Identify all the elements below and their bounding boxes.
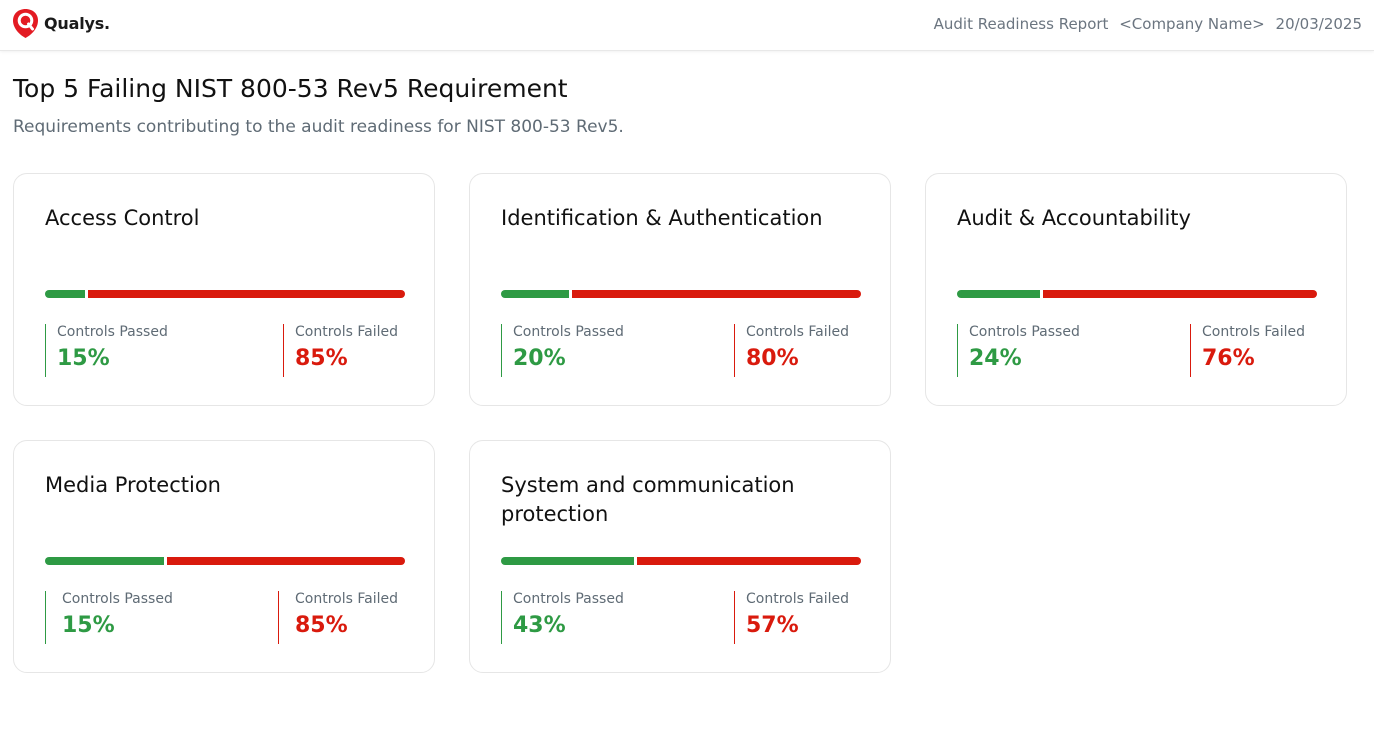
failed-stat: Controls Failed 85% (283, 324, 398, 377)
card-title: Identification & Authentication (501, 206, 823, 230)
passed-label: Controls Passed (969, 324, 1080, 340)
passed-stat: Controls Passed 43% (501, 591, 624, 644)
pass-fail-bar (45, 290, 405, 298)
passed-label: Controls Passed (57, 324, 168, 340)
passed-segment (501, 557, 634, 565)
passed-label: Controls Passed (513, 324, 624, 340)
passed-value: 24% (969, 346, 1022, 371)
requirement-card: Audit & Accountability Controls Passed 2… (925, 173, 1347, 406)
requirement-card: Media Protection Controls Passed 15% Con… (13, 440, 435, 673)
failed-stat: Controls Failed 76% (1190, 324, 1305, 377)
logo-text: Qualys. (44, 14, 110, 33)
passed-stat: Controls Passed 15% (45, 324, 168, 377)
card-title: Access Control (45, 206, 200, 230)
page-subtitle: Requirements contributing to the audit r… (13, 117, 624, 137)
requirement-card: Access Control Controls Passed 15% Contr… (13, 173, 435, 406)
failed-value: 57% (746, 613, 799, 638)
qualys-logo: Qualys. (12, 8, 110, 39)
passed-stat: Controls Passed 20% (501, 324, 624, 377)
passed-segment (957, 290, 1040, 298)
failed-segment (637, 557, 861, 565)
passed-segment (45, 557, 164, 565)
requirement-card: System and communication protection Cont… (469, 440, 891, 673)
qualys-shield-icon (13, 9, 38, 38)
card-title: Audit & Accountability (957, 206, 1191, 230)
card-title: Media Protection (45, 473, 221, 497)
failed-stat: Controls Failed 85% (278, 591, 398, 644)
failed-segment (88, 290, 405, 298)
page-title: Top 5 Failing NIST 800-53 Rev5 Requireme… (13, 74, 568, 103)
passed-segment (45, 290, 85, 298)
card-title: System and communication protection (501, 473, 795, 526)
passed-value: 15% (62, 613, 115, 638)
failed-value: 76% (1202, 346, 1255, 371)
failed-label: Controls Failed (746, 591, 849, 607)
passed-stat: Controls Passed 24% (957, 324, 1080, 377)
passed-value: 15% (57, 346, 110, 371)
report-date: 20/03/2025 (1275, 15, 1362, 33)
report-title: Audit Readiness Report (933, 15, 1109, 33)
company-name: <Company Name> (1119, 15, 1265, 33)
pass-fail-bar (501, 290, 861, 298)
failed-value: 80% (746, 346, 799, 371)
failed-value: 85% (295, 613, 348, 638)
pass-fail-bar (501, 557, 861, 565)
requirement-card: Identification & Authentication Controls… (469, 173, 891, 406)
passed-label: Controls Passed (62, 591, 173, 607)
passed-value: 43% (513, 613, 566, 638)
passed-label: Controls Passed (513, 591, 624, 607)
report-header: Qualys. Audit Readiness Report <Company … (0, 0, 1374, 51)
failed-segment (1043, 290, 1317, 298)
pass-fail-bar (45, 557, 405, 565)
failed-label: Controls Failed (746, 324, 849, 340)
failed-segment (572, 290, 861, 298)
failed-label: Controls Failed (1202, 324, 1305, 340)
pass-fail-bar (957, 290, 1317, 298)
failed-stat: Controls Failed 80% (734, 324, 849, 377)
passed-segment (501, 290, 569, 298)
passed-stat: Controls Passed 15% (45, 591, 173, 644)
failed-label: Controls Failed (295, 324, 398, 340)
report-meta: Audit Readiness Report <Company Name> 20… (934, 15, 1362, 33)
failed-label: Controls Failed (295, 591, 398, 607)
failed-stat: Controls Failed 57% (734, 591, 849, 644)
passed-value: 20% (513, 346, 566, 371)
failed-segment (167, 557, 405, 565)
failed-value: 85% (295, 346, 348, 371)
